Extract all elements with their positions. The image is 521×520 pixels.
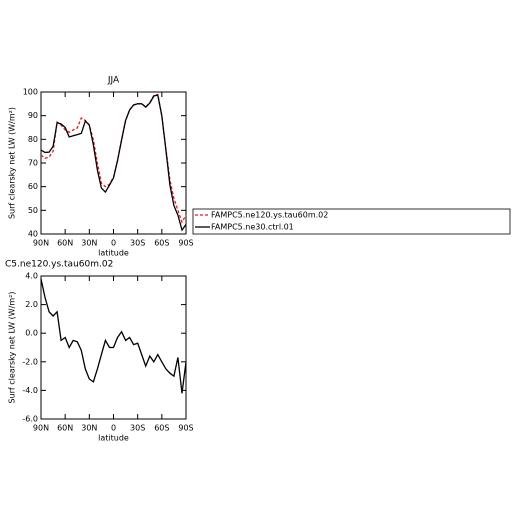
legend-box: [192, 208, 511, 235]
legend-label: FAMPC5.ne120.ys.tau60m.02: [211, 211, 328, 220]
x-tick-label: 90S: [178, 424, 193, 433]
plot-frame: [40, 91, 187, 235]
chart-title: C5.ne120.ys.tau60m.02: [5, 260, 113, 270]
y-tick-label: 60: [28, 182, 38, 191]
y-tick-label: -4.0: [22, 386, 38, 395]
x-tick-label: 30S: [130, 239, 145, 248]
x-tick-label: 0: [111, 239, 116, 248]
y-tick-label: 80: [28, 135, 38, 144]
chart-title: JJA: [107, 76, 120, 86]
x-tick-label: 60S: [154, 239, 169, 248]
x-tick-label: 60S: [154, 424, 169, 433]
x-tick-label: 60N: [57, 239, 73, 248]
x-tick-label: 30N: [81, 239, 97, 248]
y-tick-label: -2.0: [22, 357, 38, 366]
y-tick-label: 50: [28, 206, 38, 215]
x-tick-label: 0: [111, 424, 116, 433]
x-tick-label: 90S: [178, 239, 193, 248]
y-tick-label: 4.0: [25, 272, 38, 281]
y-axis-label: Surf clearsky net LW (W/m²): [8, 107, 17, 219]
y-tick-label: 2.0: [25, 300, 38, 309]
x-axis-label: latitude: [98, 434, 129, 443]
x-tick-label: 30S: [130, 424, 145, 433]
y-tick-label: 100: [23, 88, 38, 97]
x-axis-label: latitude: [98, 249, 129, 258]
x-tick-label: 30N: [81, 424, 97, 433]
x-tick-label: 60N: [57, 424, 73, 433]
y-axis-label: Surf clearsky net LW (W/m²): [8, 291, 17, 403]
x-tick-label: 90N: [33, 239, 49, 248]
legend-label: FAMPC5.ne30.ctrl.01: [211, 223, 294, 232]
x-tick-label: 90N: [33, 424, 49, 433]
y-tick-label: 90: [28, 111, 38, 120]
y-tick-label: 0.0: [25, 329, 38, 338]
y-tick-label: 40: [28, 230, 38, 239]
y-tick-label: -6.0: [22, 415, 38, 424]
data-line: [40, 93, 187, 224]
data-line: [40, 278, 187, 394]
data-line: [40, 94, 187, 232]
y-tick-label: 70: [28, 159, 38, 168]
